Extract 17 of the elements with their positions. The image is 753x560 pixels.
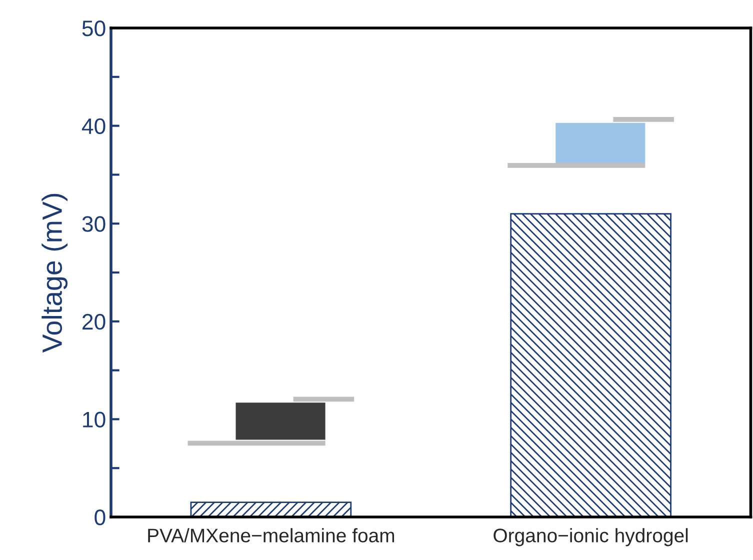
bar	[556, 122, 646, 163]
y-tick-label: 30	[82, 216, 106, 232]
y-tick-label: 0	[94, 510, 106, 526]
x-tick-label: PVA/MXene−melamine foam	[148, 528, 394, 542]
y-tick-label: 20	[82, 314, 106, 330]
y-tick-label: 10	[83, 412, 106, 428]
bar	[510, 213, 672, 517]
bar	[190, 502, 352, 517]
x-tick-label: Organo−ionic hydrogel	[494, 528, 688, 546]
bar	[236, 402, 326, 440]
bar	[508, 162, 646, 168]
y-tick-label: 50	[82, 20, 106, 36]
bar	[188, 440, 326, 446]
bar	[293, 396, 354, 402]
y-tick-label: 40	[82, 118, 106, 134]
bar	[613, 117, 674, 122]
y-axis-title: Voltage (mV)	[42, 194, 68, 353]
